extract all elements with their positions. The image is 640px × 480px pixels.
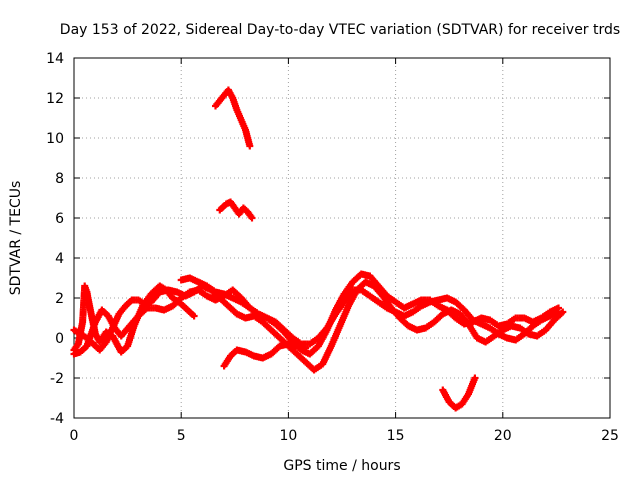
y-tick-label: 2 (55, 291, 64, 307)
series-track-6 (212, 86, 254, 150)
chart-title: Day 153 of 2022, Sidereal Day-to-day VTE… (60, 22, 620, 38)
y-tick-label: 10 (46, 131, 64, 147)
data-series (70, 86, 567, 412)
x-axis-label: GPS time / hours (283, 458, 400, 474)
y-tick-label: -2 (50, 371, 64, 387)
data-point (190, 312, 198, 320)
x-tick-label: 15 (387, 428, 405, 444)
x-tick-label: 25 (601, 428, 619, 444)
grid-lines (74, 58, 610, 418)
data-point (471, 374, 479, 382)
y-tick-label: 14 (46, 51, 64, 67)
y-tick-label: 8 (55, 171, 64, 187)
data-point (559, 308, 567, 316)
x-tick-label: 0 (70, 428, 79, 444)
y-tick-label: -4 (50, 411, 64, 427)
x-tick-label: 5 (177, 428, 186, 444)
axis-ticks: 0 5 10 15 20 25 -4 -2 0 2 4 6 8 10 12 14 (46, 51, 619, 444)
y-axis-label: SDTVAR / TECUs (8, 181, 24, 296)
series-track-5 (220, 340, 310, 370)
data-point (555, 304, 562, 312)
series-track-4 (177, 270, 562, 358)
x-tick-label: 20 (494, 428, 512, 444)
y-tick-label: 0 (55, 331, 64, 347)
series-track-8 (439, 374, 479, 412)
series-track-7 (216, 198, 256, 222)
y-tick-label: 12 (46, 91, 64, 107)
data-point (246, 142, 254, 150)
y-tick-label: 6 (55, 211, 64, 227)
x-tick-label: 10 (279, 428, 297, 444)
y-tick-label: 4 (55, 251, 64, 267)
data-point (302, 344, 310, 352)
data-point (248, 214, 256, 222)
plot-frame (73, 57, 611, 419)
